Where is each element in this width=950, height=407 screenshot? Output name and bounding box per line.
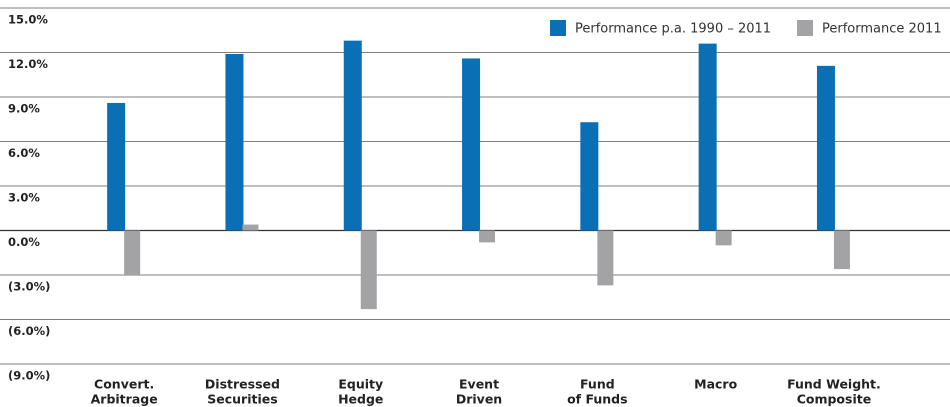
- bar: [580, 122, 599, 231]
- bar: [107, 102, 126, 231]
- x-tick-label: Arbitrage: [91, 392, 158, 407]
- x-tick-label: Composite: [797, 392, 872, 407]
- legend-swatch: [797, 20, 813, 36]
- x-tick-label: Convert.: [94, 377, 154, 392]
- legend-label: Performance p.a. 1990 – 2011: [575, 22, 771, 37]
- y-tick-label: 9.0%: [8, 102, 40, 116]
- y-tick-label: 15.0%: [8, 13, 48, 27]
- bar: [816, 65, 835, 231]
- x-tick-label: Macro: [694, 377, 737, 392]
- x-tick-label: Securities: [207, 392, 277, 407]
- x-tick-label: of Funds: [567, 392, 627, 407]
- bar: [225, 53, 244, 231]
- bar: [462, 58, 481, 231]
- x-tick-label: Equity: [338, 377, 383, 392]
- x-tick-label: Hedge: [338, 392, 383, 407]
- bar: [343, 40, 362, 231]
- legend-label: Performance 2011: [822, 22, 942, 37]
- bar: [360, 230, 377, 310]
- x-tick-label: Fund Weight.: [787, 377, 881, 392]
- y-tick-label: 0.0%: [8, 235, 40, 249]
- y-tick-label: 12.0%: [8, 57, 48, 71]
- bar: [698, 43, 717, 231]
- x-tick-label: Distressed: [205, 377, 280, 392]
- bar: [242, 224, 259, 231]
- bar: [833, 230, 850, 270]
- y-tick-label: (9.0%): [8, 369, 50, 383]
- y-tick-label: (6.0%): [8, 324, 50, 338]
- x-tick-label: Driven: [456, 392, 502, 407]
- bar: [597, 230, 614, 286]
- y-tick-label: 6.0%: [8, 146, 40, 160]
- x-tick-label: Event: [459, 377, 499, 392]
- y-tick-label: (3.0%): [8, 280, 50, 294]
- bar: [479, 230, 496, 243]
- y-tick-label: 3.0%: [8, 191, 40, 205]
- bar: [124, 230, 141, 275]
- bar: [715, 230, 732, 246]
- x-tick-label: Fund: [580, 377, 615, 392]
- legend-swatch: [550, 20, 566, 36]
